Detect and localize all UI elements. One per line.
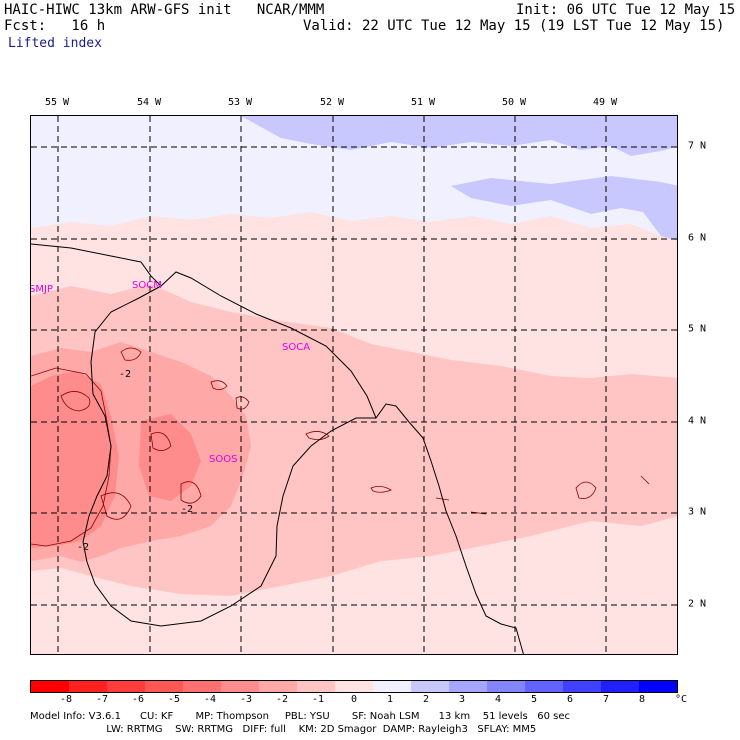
colorbar-tick-label: -7 bbox=[95, 694, 109, 705]
lat-label: 7 N bbox=[688, 140, 707, 152]
field-name: Lifted index bbox=[8, 36, 102, 51]
colorbar-tick-label: 0 bbox=[350, 694, 358, 705]
init-time: Init: 06 UTC Tue 12 May 15 bbox=[516, 2, 736, 18]
colorbar-swatch bbox=[373, 681, 411, 692]
site-label: SOCM bbox=[132, 280, 162, 291]
contour-label: -2 bbox=[181, 504, 194, 515]
colorbar-tick-label: -6 bbox=[131, 694, 145, 705]
colorbar-tick-label: 3 bbox=[458, 694, 466, 705]
field-region-minus3 bbox=[31, 371, 119, 548]
field-region-plus2 bbox=[451, 176, 677, 241]
colorbar-tick-label: 4 bbox=[494, 694, 502, 705]
colorbar-swatch bbox=[411, 681, 449, 692]
colorbar-tick-label: 8 bbox=[638, 694, 646, 705]
site-label: SMJP bbox=[30, 284, 53, 295]
colorbar-tick-label: 5 bbox=[530, 694, 538, 705]
colorbar-swatch bbox=[297, 681, 335, 692]
colorbar-swatch bbox=[183, 681, 221, 692]
contour-label: -2 bbox=[77, 542, 90, 553]
colorbar-tick-label: 6 bbox=[566, 694, 574, 705]
colorbar-unit: °C bbox=[674, 694, 688, 705]
field-region-minus3 bbox=[139, 414, 201, 501]
lat-label: 6 N bbox=[688, 232, 707, 244]
lon-label: 51 W bbox=[410, 97, 436, 108]
colorbar-tick-label: 2 bbox=[422, 694, 430, 705]
colorbar-swatch bbox=[221, 681, 259, 692]
colorbar-tick-label: 1 bbox=[386, 694, 394, 705]
lat-label: 4 N bbox=[688, 415, 707, 427]
model-info-line2: LW: RRTMG SW: RRTMG DIFF: full KM: 2D Sm… bbox=[30, 724, 537, 735]
colorbar-swatch bbox=[639, 681, 677, 692]
lon-label: 53 W bbox=[227, 97, 253, 108]
map-plot: SMJP SOCM SOCA SOOS -2 -2 -2 bbox=[30, 115, 678, 655]
site-label: SOOS bbox=[209, 454, 238, 465]
colorbar-swatch bbox=[563, 681, 601, 692]
lon-label: 55 W bbox=[44, 97, 70, 108]
lon-label: 52 W bbox=[319, 97, 345, 108]
valid-time: Valid: 22 UTC Tue 12 May 15 (19 LST Tue … bbox=[303, 18, 725, 34]
colorbar-tick-label: -3 bbox=[239, 694, 253, 705]
colorbar-tick-label: 7 bbox=[602, 694, 610, 705]
colorbar-swatch bbox=[601, 681, 639, 692]
lat-label: 5 N bbox=[688, 323, 707, 335]
colorbar-tick-label: -4 bbox=[203, 694, 217, 705]
map-field bbox=[31, 116, 677, 654]
colorbar-swatch bbox=[525, 681, 563, 692]
colorbar-tick-label: -1 bbox=[311, 694, 325, 705]
colorbar-swatch bbox=[335, 681, 373, 692]
chart-title: HAIC-HIWC 13km ARW-GFS init NCAR/MMM bbox=[4, 2, 325, 18]
lon-label: 49 W bbox=[592, 97, 618, 108]
coastline bbox=[31, 243, 524, 654]
colorbar-swatch bbox=[449, 681, 487, 692]
lat-lon-grid bbox=[31, 116, 677, 654]
lat-label: 2 N bbox=[688, 598, 707, 610]
lon-label: 50 W bbox=[501, 97, 527, 108]
colorbar-swatch bbox=[69, 681, 107, 692]
site-label: SOCA bbox=[282, 342, 311, 353]
field-region-plus2 bbox=[241, 116, 677, 156]
colorbar-swatch bbox=[31, 681, 69, 692]
colorbar-swatch bbox=[145, 681, 183, 692]
colorbar-tick-label: -2 bbox=[275, 694, 289, 705]
colorbar-swatch bbox=[107, 681, 145, 692]
lat-label: 3 N bbox=[688, 506, 707, 518]
model-info-line1: Model Info: V3.6.1 CU: KF MP: Thompson P… bbox=[30, 711, 570, 722]
colorbar-tick-label: -8 bbox=[59, 694, 73, 705]
lon-label: 54 W bbox=[136, 97, 162, 108]
colorbar-swatch bbox=[259, 681, 297, 692]
colorbar-swatch bbox=[487, 681, 525, 692]
forecast-hour: Fcst: 16 h bbox=[4, 18, 106, 34]
colorbar bbox=[30, 680, 678, 693]
contour-label: -2 bbox=[119, 369, 132, 380]
colorbar-tick-label: -5 bbox=[167, 694, 181, 705]
